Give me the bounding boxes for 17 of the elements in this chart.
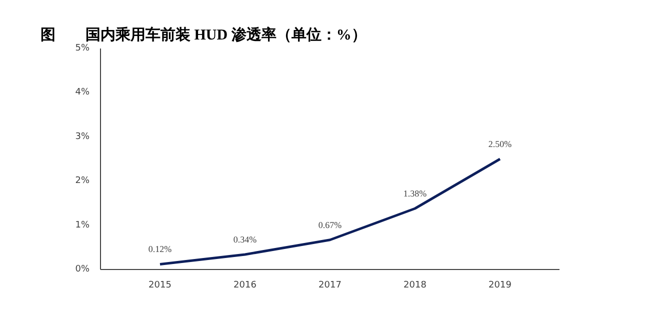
text: 0.67%	[318, 220, 342, 230]
chart-title: 图 国内乘用车前装 HUD 渗透率（单位：%）	[40, 26, 366, 44]
text: 1.38%	[403, 188, 427, 199]
y-tick-label: 4%	[75, 88, 90, 98]
x-tick-label: 2015	[148, 280, 172, 290]
x-tick-label: 2016	[234, 280, 257, 290]
y-tick-label: 5%	[75, 44, 90, 54]
text: 2.50%	[488, 139, 512, 149]
x-tick-label: 2019	[488, 280, 512, 290]
x-tick-label: 2018	[404, 280, 427, 290]
text: 0.12%	[148, 244, 172, 254]
y-tick-label: 1%	[75, 220, 90, 230]
y-tick-label: 3%	[75, 132, 90, 142]
text: 0.34%	[233, 234, 257, 244]
y-tick-label: 2%	[75, 176, 90, 186]
y-tick-label: 0%	[75, 264, 90, 274]
x-tick-label: 2017	[318, 280, 342, 290]
